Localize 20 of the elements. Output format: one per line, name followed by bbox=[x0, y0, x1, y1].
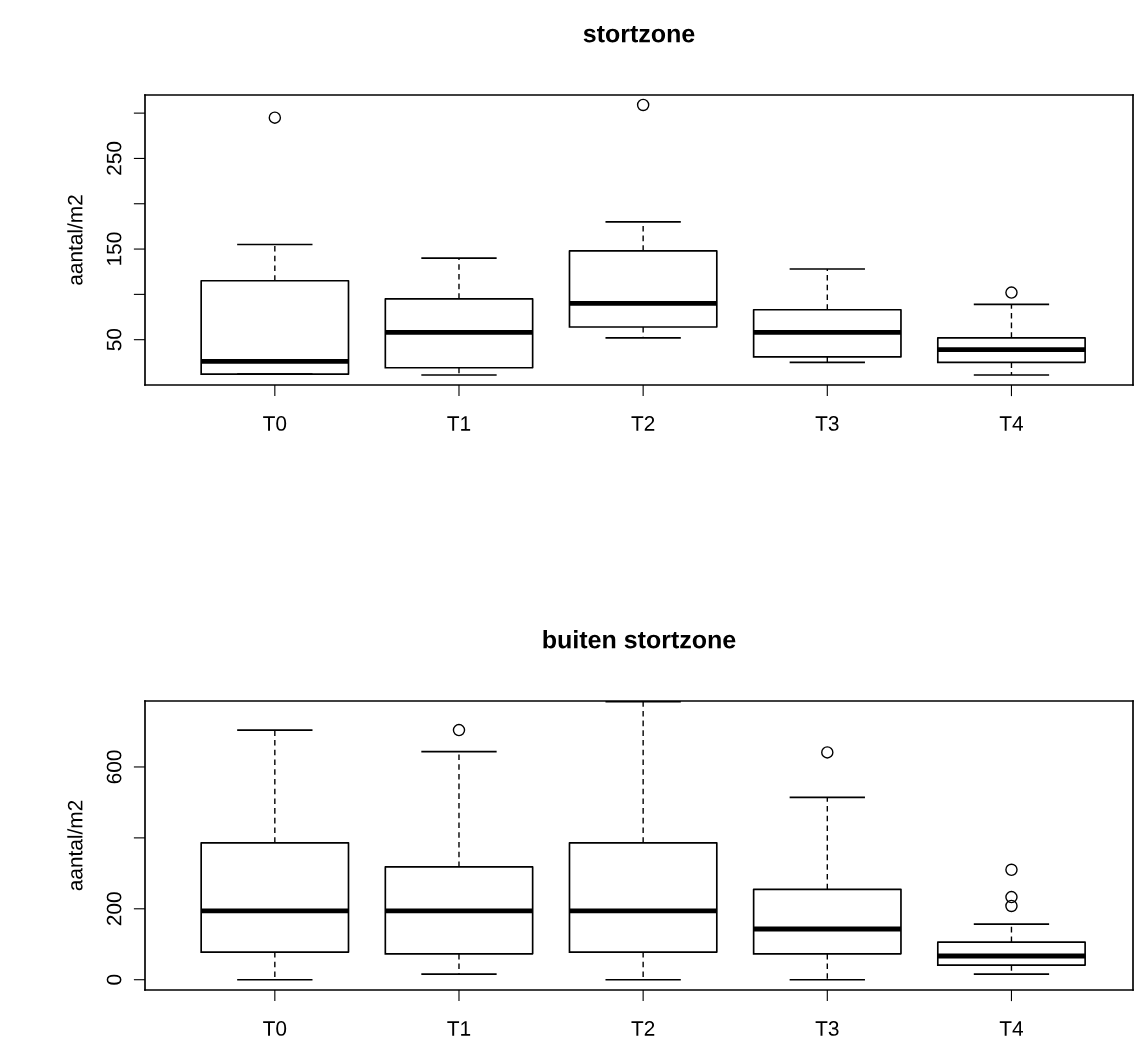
y-tick-label: 50 bbox=[106, 328, 122, 351]
x-tick-label: T0 bbox=[263, 416, 287, 431]
y-tick-label: 150 bbox=[106, 232, 122, 265]
y-axis-title: aantal/m2 bbox=[67, 195, 83, 285]
x-tick-label: T2 bbox=[631, 416, 655, 431]
y-tick-label: 250 bbox=[106, 141, 122, 175]
x-tick-label: T3 bbox=[815, 1021, 839, 1036]
x-tick-label: T4 bbox=[999, 1021, 1023, 1036]
x-tick-label: T1 bbox=[447, 1021, 471, 1036]
x-tick-label: T0 bbox=[263, 1021, 287, 1036]
y-tick-label: 200 bbox=[106, 892, 122, 926]
x-tick-label: T4 bbox=[999, 416, 1023, 431]
x-tick-label: T3 bbox=[815, 416, 839, 431]
y-tick-label: 0 bbox=[106, 974, 122, 985]
y-tick-label: 600 bbox=[106, 750, 122, 784]
y-axis-title: aantal/m2 bbox=[67, 800, 83, 891]
x-tick-label: T1 bbox=[447, 416, 471, 431]
x-tick-label: T2 bbox=[631, 1021, 655, 1036]
chart-title: stortzone bbox=[583, 25, 695, 43]
chart-title: buiten stortzone bbox=[543, 630, 736, 649]
